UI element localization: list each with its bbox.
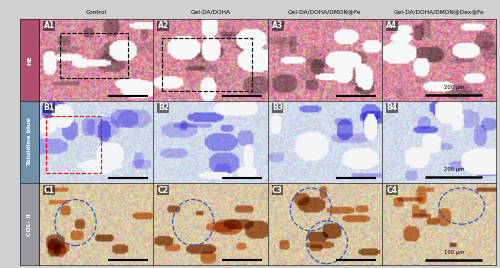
Bar xyxy=(60,33,128,78)
Text: A1: A1 xyxy=(44,21,54,30)
Text: C2: C2 xyxy=(158,186,168,195)
Text: B2: B2 xyxy=(158,103,169,112)
Text: Gel-DA/DOHA/DMON@Dex@Fe: Gel-DA/DOHA/DMON@Dex@Fe xyxy=(394,10,484,15)
Text: Gel-DA/DOHA: Gel-DA/DOHA xyxy=(190,10,230,15)
Text: C3: C3 xyxy=(272,186,283,195)
Bar xyxy=(46,116,100,173)
Text: C4: C4 xyxy=(386,186,397,195)
Text: Gel-DA/DOHA/DMON@Fe: Gel-DA/DOHA/DMON@Fe xyxy=(288,10,362,15)
Text: A2: A2 xyxy=(158,21,169,30)
Text: B1: B1 xyxy=(44,103,54,112)
Text: COL- Ⅱ: COL- Ⅱ xyxy=(27,213,32,236)
Text: 200 μm: 200 μm xyxy=(444,85,464,90)
Text: HE: HE xyxy=(27,55,32,65)
Text: A3: A3 xyxy=(272,21,283,30)
Text: B4: B4 xyxy=(386,103,398,112)
Text: 200 μm: 200 μm xyxy=(444,168,464,172)
Text: Control: Control xyxy=(86,10,106,15)
Bar xyxy=(162,38,252,91)
Text: Toluidine blue: Toluidine blue xyxy=(27,118,32,166)
Text: A4: A4 xyxy=(386,21,398,30)
Text: 100 μm: 100 μm xyxy=(444,250,464,255)
Text: C1: C1 xyxy=(44,186,54,195)
Text: B3: B3 xyxy=(272,103,283,112)
